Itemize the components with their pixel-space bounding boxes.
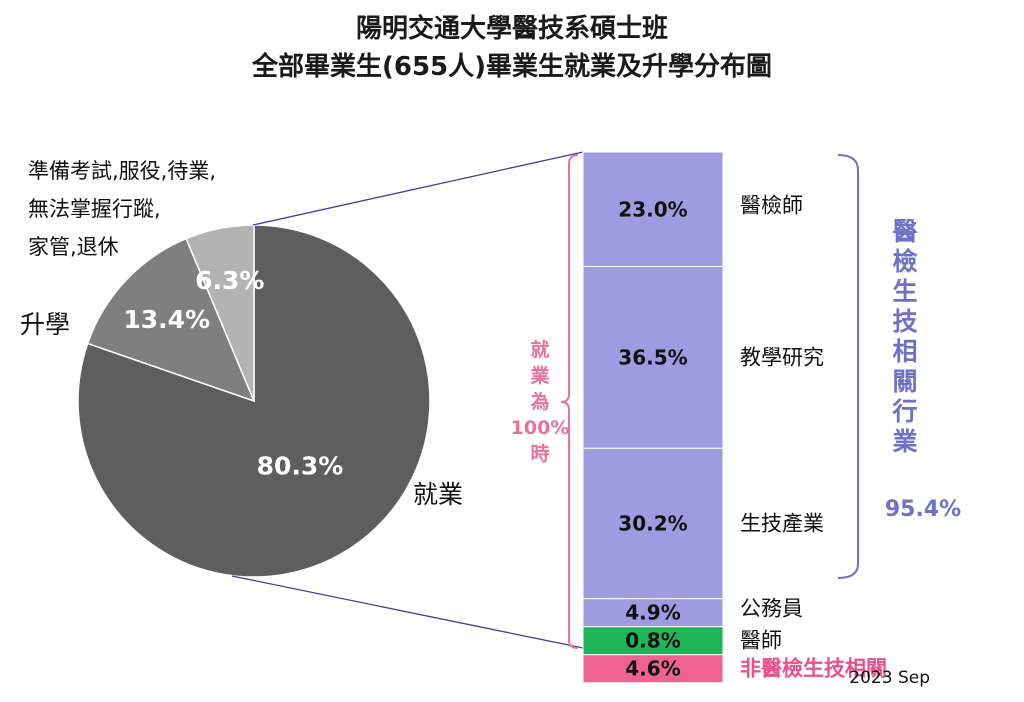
bracket-note-char: 就 [530, 338, 549, 361]
bar-segment-civil-servant [582, 598, 724, 628]
pie-chart: 80.3% 13.4% 6.3% [77, 224, 431, 578]
bar-segment-unrelated [582, 654, 724, 684]
related-industry-label-char: 行 [891, 397, 917, 426]
bracket-note-char: 100% [511, 417, 570, 439]
pie-label-other-line3: 家管,退休 [28, 235, 119, 259]
connector-line-top [252, 151, 584, 226]
footnote-date: 2023 Sep [849, 668, 930, 688]
bar-label-medtech: 醫檢師 [740, 193, 803, 217]
pie-label-employed: 就業 [413, 480, 463, 509]
bar-label-physician: 醫師 [740, 629, 782, 653]
bar-value-medtech: 23.0% [618, 197, 687, 221]
related-industry-label-char: 醫 [892, 217, 917, 246]
related-industry-label-char: 檢 [892, 247, 917, 276]
bar-segment-biotech [582, 447, 724, 600]
bar-segment-physician [582, 626, 724, 656]
bar-segment-medtech [582, 151, 724, 268]
bar-value-teaching-research: 36.5% [618, 345, 687, 369]
pie-value-employed: 80.3% [257, 452, 344, 481]
pie-value-other: 13.4% [123, 305, 210, 334]
bar-value-biotech: 30.2% [618, 512, 687, 536]
connector-line-bottom [231, 575, 584, 649]
related-industry-label-char: 關 [892, 367, 917, 396]
bar-value-physician: 0.8% [625, 629, 680, 653]
chart-title-line1: 陽明交通大學醫技系碩士班 [356, 13, 668, 44]
bracket-employed-100 [560, 154, 579, 649]
bar-label-civil-servant: 公務員 [740, 597, 803, 621]
pie-label-further-study: 升學 [20, 310, 70, 339]
related-industry-label-char: 相 [892, 337, 917, 366]
bracket-note-char: 為 [530, 390, 549, 413]
bracket-related-industry [837, 154, 859, 579]
pie-slice-other [86, 237, 256, 403]
bar-value-unrelated: 4.6% [625, 657, 680, 681]
pie-value-further-study: 6.3% [195, 266, 264, 295]
related-industry-value: 95.4% [885, 497, 961, 522]
related-industry-label-char: 生 [892, 277, 917, 306]
bracket-note-char: 業 [529, 364, 550, 387]
bar-label-teaching-research: 教學研究 [740, 345, 824, 369]
chart-title-line2: 全部畢業生(655人)畢業生就業及升學分布圖 [251, 51, 772, 82]
related-industry-label-char: 業 [892, 427, 917, 456]
bracket-note: 就業為 100% 時 [511, 338, 570, 465]
bar-segment-teaching-research [582, 266, 724, 449]
stacked-bar: 23.0% 醫檢師 36.5% 教學研究 30.2% 生技產業 4.9% 公務員 0.8% 醫師 4… [582, 151, 887, 684]
bar-label-unrelated: 非醫檢生技相關 [740, 657, 887, 681]
pie-label-other-line1: 準備考試,服役,待業, [28, 159, 216, 183]
pie-label-other-line2: 無法掌握行蹤, [28, 197, 161, 221]
bar-label-biotech: 生技產業 [740, 512, 824, 536]
related-industry-label-char: 技 [892, 307, 917, 336]
bracket-note-char: 時 [530, 443, 549, 465]
bar-value-civil-servant: 4.9% [625, 601, 680, 625]
